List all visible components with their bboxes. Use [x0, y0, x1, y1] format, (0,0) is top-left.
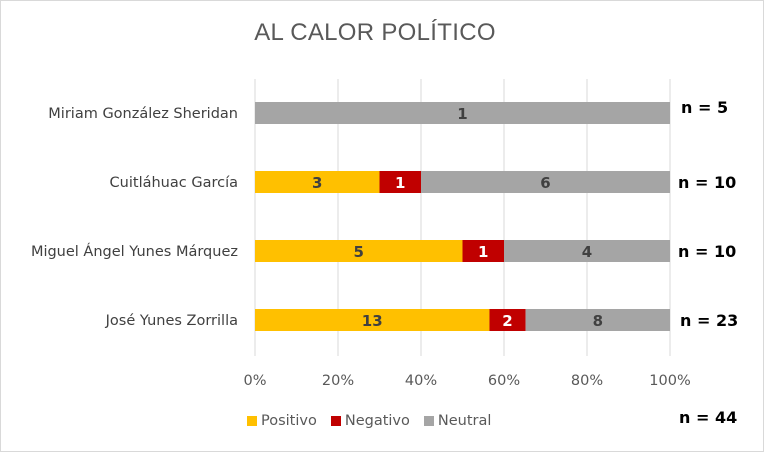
x-tick-label: 100% — [649, 373, 690, 389]
data-label: 8 — [593, 312, 603, 330]
x-tick-label: 80% — [571, 373, 603, 389]
legend-label-positivo: Positivo — [261, 413, 317, 429]
data-label: 3 — [312, 174, 322, 192]
bar-segment-neutral — [421, 171, 670, 193]
data-label: 1 — [478, 243, 488, 261]
chart-title: AL CALOR POLÍTICO — [254, 19, 496, 46]
category-label: Miriam González Sheridan — [48, 106, 238, 122]
bar-segment-neutral — [255, 102, 670, 124]
legend-item-negativo: Negativo — [330, 413, 410, 429]
n-label: n = 23 — [680, 311, 738, 330]
x-tick-label: 60% — [488, 373, 520, 389]
x-tick-label: 20% — [322, 373, 354, 389]
legend-swatch-positivo — [247, 416, 257, 426]
legend-swatch-neutral — [423, 416, 434, 426]
category-label: Cuitláhuac García — [110, 175, 238, 191]
n-label: n = 10 — [678, 242, 736, 261]
n-label: n = 10 — [678, 173, 736, 192]
bar-segment-positivo — [255, 240, 463, 262]
legend-label-negativo: Negativo — [344, 413, 410, 429]
bar-segment-negativo — [462, 240, 504, 262]
legend-item-neutral: Neutral — [423, 413, 492, 429]
x-tick-label: 0% — [243, 373, 266, 389]
bar-segment-neutral — [504, 240, 670, 262]
category-label: José Yunes Zorrilla — [105, 313, 238, 329]
data-label: 5 — [354, 243, 364, 261]
bar-segment-positivo — [255, 309, 490, 331]
data-label: 2 — [502, 312, 512, 330]
data-label: 4 — [582, 243, 592, 261]
legend-label-neutral: Neutral — [437, 413, 492, 429]
legend-item-positivo: Positivo — [247, 413, 317, 429]
total-n-label: n = 44 — [679, 408, 738, 427]
data-label: 1 — [457, 105, 467, 123]
data-label: 13 — [362, 312, 383, 330]
legend-swatch-negativo — [330, 416, 341, 426]
x-tick-label: 40% — [405, 373, 437, 389]
data-label: 6 — [540, 174, 550, 192]
bar-segment-negativo — [379, 171, 421, 193]
bar-segment-negativo — [489, 309, 526, 331]
bar-segment-positivo — [255, 171, 380, 193]
bar-segment-neutral — [525, 309, 670, 331]
data-label: 1 — [395, 174, 405, 192]
category-label: Miguel Ángel Yunes Márquez — [31, 243, 238, 260]
legend: Positivo Negativo Neutral — [247, 411, 491, 431]
n-label: n = 5 — [681, 98, 728, 117]
